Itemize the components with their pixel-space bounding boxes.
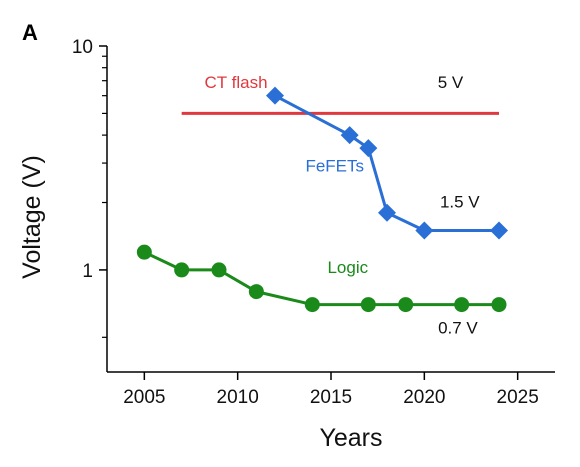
x-axis-ticks: 2005 2010 2015 2020 2025 xyxy=(123,372,539,408)
y-axis-title: Voltage (V) xyxy=(18,155,46,279)
x-tick-label: 2015 xyxy=(310,387,352,408)
logic-point xyxy=(304,297,320,313)
logic-point xyxy=(491,297,507,313)
annotation-1-5v: 1.5 V xyxy=(440,192,480,211)
logic-point xyxy=(136,244,152,260)
fefets-point xyxy=(490,221,508,240)
x-tick-label: 2025 xyxy=(497,387,539,408)
fefets-point xyxy=(359,139,378,158)
fefets-point xyxy=(340,126,359,145)
logic-point xyxy=(174,262,190,278)
x-tick-label: 2020 xyxy=(403,387,445,408)
annotation-fefets: FeFETs xyxy=(305,157,364,176)
logic-line xyxy=(143,250,499,307)
y-axis-ticks: 1 10 xyxy=(72,37,107,338)
x-tick-label: 2010 xyxy=(217,387,259,408)
logic-point xyxy=(398,297,414,313)
annotation-ct-flash: CT flash xyxy=(205,73,268,92)
annotation-0-7v: 0.7 V xyxy=(438,319,478,338)
annotation-logic: Logic xyxy=(327,258,368,277)
logic-point xyxy=(360,297,376,313)
fefets-point xyxy=(415,221,434,240)
fefets-line xyxy=(274,94,499,232)
fefets-point xyxy=(378,203,396,222)
x-tick-label: 2005 xyxy=(123,387,165,408)
logic-point xyxy=(211,262,227,278)
plot-area: 2005 2010 2015 2020 2025 1 10 xyxy=(72,37,555,408)
series-layer xyxy=(136,86,508,313)
fefets-point xyxy=(266,86,284,105)
x-axis-title: Years xyxy=(319,424,382,452)
logic-point xyxy=(454,297,470,313)
panel-label: A xyxy=(22,20,38,45)
annotation-5v: 5 V xyxy=(438,73,464,92)
y-tick-label: 1 xyxy=(82,261,93,282)
logic-point xyxy=(248,284,264,300)
y-tick-label: 10 xyxy=(72,37,93,58)
